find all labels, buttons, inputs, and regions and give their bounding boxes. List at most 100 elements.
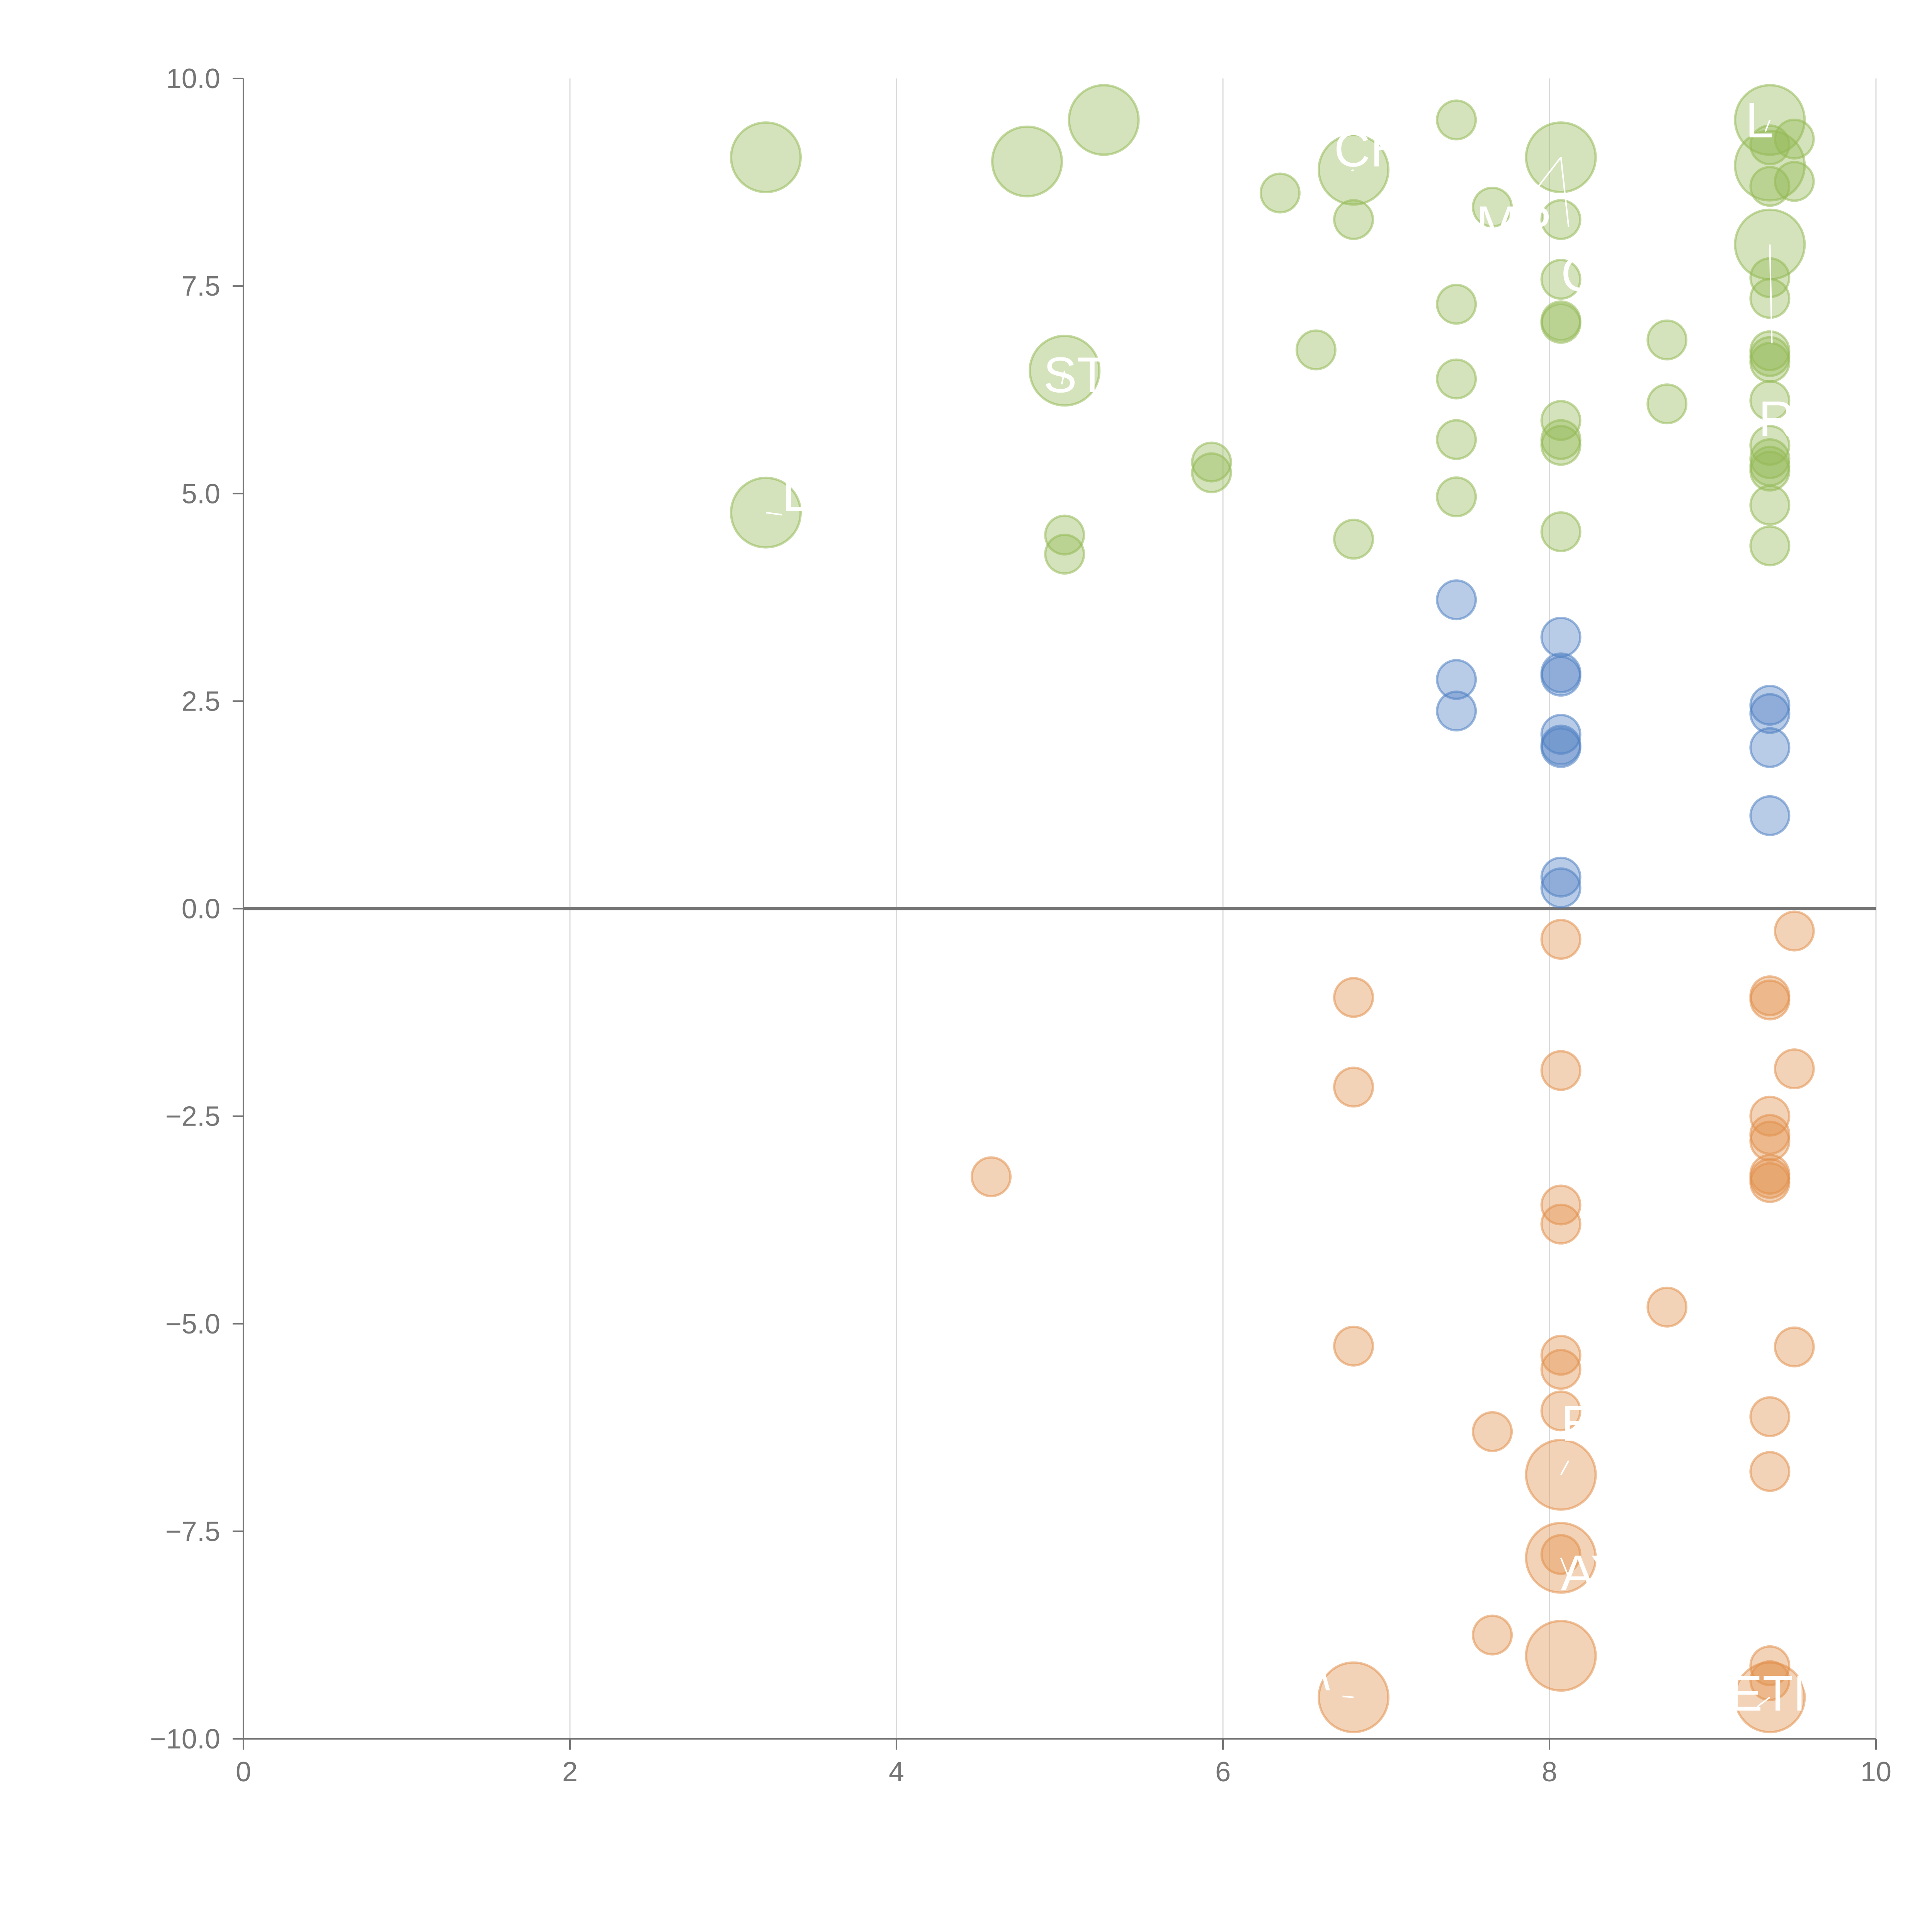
data-point bbox=[1540, 303, 1582, 344]
data-point bbox=[1333, 519, 1374, 560]
point-label: CH bbox=[1334, 121, 1406, 177]
x-tick-label: 6 bbox=[1215, 1757, 1231, 1787]
data-point bbox=[1540, 918, 1582, 960]
point-label: R bbox=[1759, 391, 1795, 447]
data-point bbox=[1191, 441, 1232, 483]
y-tick-label: 5.0 bbox=[182, 478, 220, 509]
data-point bbox=[1333, 199, 1374, 240]
y-tick-label: −5.0 bbox=[165, 1309, 220, 1340]
data-point bbox=[1749, 485, 1791, 526]
data-points bbox=[730, 84, 1815, 1733]
data-point bbox=[1472, 1614, 1513, 1656]
data-point bbox=[1436, 659, 1477, 700]
point-label: MP bbox=[1476, 196, 1551, 252]
data-point bbox=[1540, 867, 1582, 908]
data-point bbox=[1540, 1335, 1582, 1376]
point-label: STI bbox=[1043, 347, 1121, 403]
data-point bbox=[1540, 259, 1582, 300]
data-point bbox=[1540, 1203, 1582, 1245]
data-point bbox=[1436, 476, 1477, 517]
data-point bbox=[991, 125, 1063, 197]
data-point bbox=[1749, 278, 1791, 319]
data-point bbox=[1749, 342, 1791, 383]
label-leader-line bbox=[1560, 157, 1570, 227]
data-point bbox=[1749, 1396, 1791, 1437]
data-point bbox=[1436, 419, 1477, 460]
point-label: \ bbox=[1316, 1644, 1330, 1701]
y-tick-label: 2.5 bbox=[182, 686, 220, 717]
data-point bbox=[1540, 1050, 1582, 1091]
y-tick-label: 0.0 bbox=[182, 894, 220, 925]
data-point bbox=[1191, 452, 1232, 493]
label-leader-line bbox=[765, 512, 782, 515]
data-point bbox=[1749, 451, 1791, 492]
data-point bbox=[1646, 1286, 1688, 1328]
point-label: L bbox=[1745, 92, 1773, 148]
data-point bbox=[1044, 534, 1085, 575]
y-tick-label: −7.5 bbox=[165, 1516, 220, 1547]
data-point bbox=[1749, 727, 1791, 768]
data-point bbox=[1540, 511, 1582, 553]
data-point bbox=[1472, 1411, 1513, 1452]
data-point bbox=[1540, 727, 1582, 768]
label-leader-line bbox=[1351, 169, 1354, 172]
data-point bbox=[1749, 380, 1791, 421]
data-point bbox=[1646, 383, 1688, 425]
data-point bbox=[1540, 616, 1582, 658]
x-tick-label: 8 bbox=[1542, 1757, 1557, 1787]
data-point bbox=[1540, 856, 1582, 898]
data-point bbox=[1068, 84, 1140, 156]
y-tick-label: −10.0 bbox=[150, 1724, 220, 1755]
axes: 0 2 4 6 8 10 10.0 7.5 5.0 2.5 0.0 −2.5 −5.0 −7.5 −10.0 bbox=[150, 63, 1891, 1787]
data-point bbox=[1540, 1534, 1582, 1575]
x-tick-label: 10 bbox=[1861, 1757, 1891, 1787]
data-point bbox=[1749, 525, 1791, 566]
x-tick-label: 2 bbox=[562, 1757, 578, 1787]
data-point bbox=[1540, 199, 1582, 240]
data-point bbox=[1774, 161, 1815, 202]
data-point bbox=[1436, 284, 1477, 325]
data-point bbox=[1749, 693, 1791, 734]
data-point bbox=[1540, 1390, 1582, 1432]
data-point bbox=[1749, 1121, 1791, 1162]
label-leader-line bbox=[1560, 1460, 1570, 1475]
data-point bbox=[1774, 1048, 1815, 1090]
label-leader-line bbox=[1560, 1557, 1570, 1577]
data-point bbox=[1540, 714, 1582, 755]
point-label: E bbox=[1561, 1395, 1595, 1452]
data-point bbox=[1540, 425, 1582, 466]
x-tick-label: 0 bbox=[236, 1757, 251, 1787]
data-point bbox=[971, 1156, 1012, 1197]
data-point bbox=[1749, 166, 1791, 207]
data-point bbox=[1540, 1349, 1582, 1390]
data-point bbox=[1749, 1451, 1791, 1492]
data-point bbox=[1525, 1620, 1597, 1692]
data-point bbox=[1749, 1162, 1791, 1203]
data-point bbox=[1774, 1326, 1815, 1367]
data-point bbox=[1436, 99, 1477, 141]
y-tick-label: 7.5 bbox=[182, 271, 220, 302]
data-point bbox=[1646, 319, 1688, 361]
point-label: L bbox=[782, 465, 810, 522]
x-tick-label: 4 bbox=[889, 1757, 904, 1787]
data-point bbox=[1333, 1066, 1374, 1108]
point-label: ETM bbox=[1729, 1665, 1835, 1721]
y-tick-label: −2.5 bbox=[165, 1101, 220, 1132]
data-point bbox=[1472, 187, 1513, 228]
data-point bbox=[1333, 1325, 1374, 1367]
label-leader-line bbox=[1757, 1696, 1770, 1708]
data-point bbox=[1333, 977, 1374, 1018]
data-point bbox=[730, 121, 802, 194]
point-label: AY bbox=[1561, 1544, 1624, 1601]
data-point bbox=[1436, 579, 1477, 621]
data-point bbox=[1749, 124, 1791, 165]
data-point bbox=[1749, 1645, 1791, 1686]
point-label: C bbox=[1561, 245, 1597, 302]
data-point bbox=[1436, 358, 1477, 400]
label-leader-line bbox=[1769, 244, 1773, 344]
data-point bbox=[1295, 329, 1337, 371]
point-labels: CH MPC L STI R L E AY ETM \ bbox=[765, 92, 1835, 1721]
data-point bbox=[1749, 795, 1791, 836]
y-tick-label: 10.0 bbox=[166, 63, 220, 94]
